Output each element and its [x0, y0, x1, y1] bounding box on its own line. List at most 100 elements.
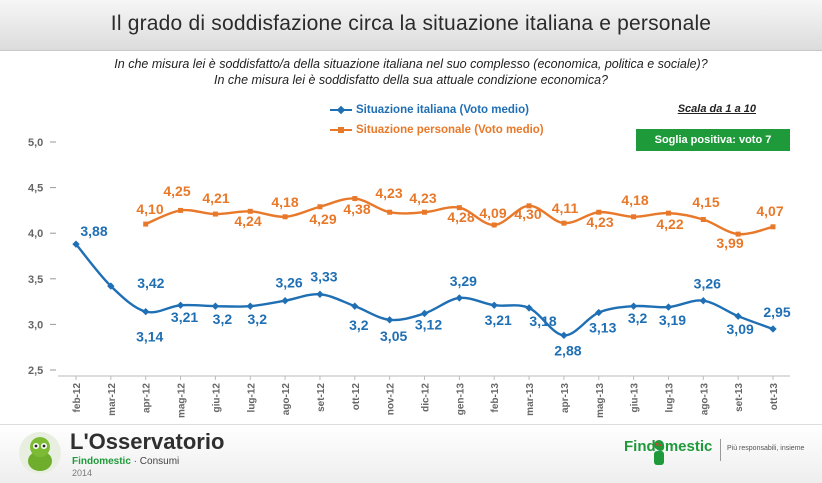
legend-item-personal: Situazione personale (Voto medio) — [330, 122, 544, 138]
data-point-italian — [107, 282, 115, 290]
data-point-italian — [281, 297, 289, 305]
data-point-personal — [631, 214, 637, 220]
data-point-personal — [491, 222, 497, 228]
data-label-italian: 3,29 — [450, 273, 477, 289]
data-label-personal: 4,23 — [586, 214, 613, 230]
data-label-italian: 3,2 — [213, 311, 233, 327]
data-point-personal — [770, 224, 776, 230]
data-label-personal: 4,11 — [552, 200, 579, 216]
legend-label-personal: Situazione personale (Voto medio) — [356, 124, 544, 136]
brand-name: L'Osservatorio — [70, 429, 225, 454]
data-label-personal: 4,22 — [656, 216, 683, 232]
findomestic-wordmark: Findomestic — [624, 438, 713, 455]
data-label-italian: 3,14 — [136, 329, 163, 345]
data-label-personal: 4,23 — [409, 190, 436, 206]
data-label-personal: 4,18 — [621, 192, 648, 208]
brand-subtitle: Findomestic · Consumi — [72, 456, 179, 467]
legend-swatch-italian — [330, 105, 352, 115]
data-label-italian: 3,21 — [171, 309, 198, 325]
data-point-italian — [560, 331, 568, 340]
data-point-personal — [387, 209, 393, 215]
x-tick-label: set-13 — [734, 383, 745, 412]
data-point-personal — [282, 214, 288, 220]
y-tick-label: 2,5 — [28, 365, 43, 377]
data-label-italian: 3,21 — [485, 312, 512, 328]
data-labels: 3,88 3,42 3,14 3,21 3,2 3,2 3,26 3,33 3,2 3,05 3,1… — [80, 183, 790, 358]
x-axis: feb-12 mar-12 apr-12 mag-12 giu-12 lug-12 ago-… — [58, 375, 790, 418]
data-label-italian: 3,05 — [380, 328, 407, 344]
data-point-italian — [595, 308, 603, 317]
header-bar: Il grado di soddisfazione circa la situa… — [0, 0, 822, 51]
series-layer — [72, 196, 777, 340]
data-point-personal — [247, 208, 253, 214]
data-point-italian — [734, 312, 742, 320]
data-point-personal — [212, 211, 218, 217]
data-point-personal — [526, 203, 532, 209]
x-tick-label: lug-12 — [246, 383, 257, 413]
data-point-italian — [211, 302, 220, 310]
x-tick-label: dic-12 — [421, 383, 432, 412]
footer: L'Osservatorio Findomestic · Consumi 201… — [0, 424, 822, 483]
chart-legend: Situazione italiana (Voto medio) Situazi… — [330, 100, 590, 142]
x-tick-label: apr-13 — [560, 383, 571, 413]
data-point-italian — [455, 294, 464, 302]
x-tick-label: giu-13 — [630, 383, 641, 413]
data-label-personal: 4,18 — [271, 194, 298, 210]
data-label-personal: 4,10 — [136, 201, 163, 217]
x-tick-label: lug-13 — [664, 383, 675, 413]
data-label-personal: 4,21 — [202, 190, 229, 206]
data-point-italian — [664, 303, 673, 311]
data-point-italian — [246, 302, 254, 310]
x-tick-label: ott-12 — [351, 383, 362, 411]
data-point-personal — [178, 207, 184, 213]
data-label-italian: 3,12 — [415, 316, 442, 332]
y-tick-label: 3,5 — [28, 274, 43, 286]
x-tick-label: mag-12 — [177, 383, 188, 418]
brand-year: 2014 — [72, 468, 93, 478]
data-label-italian: 3,18 — [529, 313, 556, 329]
findomestic-tagline: Più responsabili, insieme — [727, 445, 805, 452]
y-tick-label: 4,0 — [28, 228, 43, 240]
question-italian: In che misura lei è soddisfatto/a della … — [114, 57, 708, 71]
mascot-logo-icon — [19, 432, 61, 474]
data-label-personal: 4,25 — [163, 183, 190, 199]
y-tick-label: 5,0 — [28, 137, 43, 149]
y-tick-label: 3,0 — [28, 319, 43, 331]
data-label-italian: 3,2 — [349, 317, 369, 333]
x-tick-label: ago-13 — [699, 383, 710, 416]
y-axis: 5,0 4,5 4,0 3,5 3,0 2,5 — [28, 137, 56, 377]
brand-sub-main: Findomestic — [72, 456, 131, 467]
data-label-italian: 3,88 — [80, 223, 107, 239]
y-tick-label: 4,5 — [28, 183, 43, 195]
brand-sub-extra: · Consumi — [130, 456, 180, 467]
data-label-italian: 3,19 — [659, 312, 686, 328]
data-point-personal — [422, 209, 427, 215]
data-point-personal — [317, 204, 323, 210]
data-point-italian — [176, 301, 185, 309]
data-point-personal — [143, 221, 149, 227]
findomestic-logo-icon — [654, 440, 664, 465]
data-label-personal: 4,07 — [756, 203, 783, 219]
data-label-italian: 3,42 — [137, 275, 164, 291]
data-label-personal: 4,28 — [447, 209, 474, 225]
data-label-italian: 2,88 — [554, 342, 581, 358]
data-point-italian — [699, 297, 707, 305]
data-point-italian — [142, 307, 150, 316]
data-point-italian — [769, 325, 777, 333]
x-tick-label: apr-12 — [142, 383, 153, 413]
data-label-personal: 4,24 — [234, 213, 261, 229]
data-label-italian: 3,09 — [727, 321, 754, 337]
threshold-badge: Soglia positiva: voto 7 — [636, 129, 790, 151]
legend-swatch-personal — [330, 127, 352, 133]
x-tick-label: ott-13 — [769, 383, 780, 411]
data-point-italian — [525, 304, 533, 312]
data-label-italian: 2,95 — [763, 304, 790, 320]
x-tick-label: ago-12 — [281, 383, 292, 416]
page-title: Il grado di soddisfazione circa la situa… — [110, 12, 712, 35]
data-label-personal: 4,30 — [514, 206, 541, 222]
data-label-personal: 4,38 — [343, 201, 370, 217]
data-point-personal — [700, 217, 706, 223]
data-point-personal — [352, 196, 358, 202]
data-label-italian: 3,33 — [310, 268, 337, 284]
footer-divider — [720, 439, 721, 461]
